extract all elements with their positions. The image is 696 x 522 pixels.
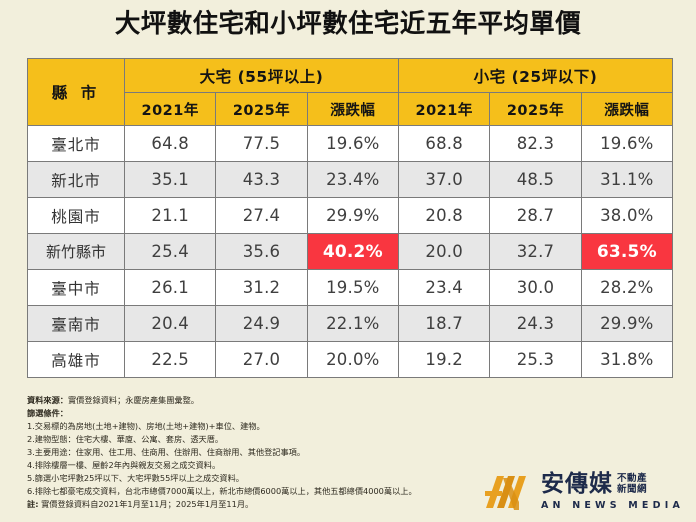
row-county: 新北市: [27, 161, 125, 198]
row-large-2021: 21.1: [123, 197, 217, 234]
row-large-2025: 27.4: [215, 197, 308, 234]
header-small-change: 漲跌幅: [580, 92, 674, 126]
table-body: 臺北市 64.8 77.5 19.6% 68.8 82.3 19.6% 新北市 …: [27, 125, 674, 378]
row-small-2021: 37.0: [397, 161, 491, 198]
footnote-note-text: 實價登錄資料自2021年1月至11月；2025年1月至11月。: [41, 498, 254, 509]
row-county: 高雄市: [27, 341, 125, 378]
row-county: 新竹縣市: [27, 233, 125, 270]
row-small-change: 28.2%: [580, 269, 674, 306]
row-small-2025: 28.7: [489, 197, 582, 234]
logo-text-block: 安傳媒 不動產 新聞網 AN NEWS MEDIA: [541, 473, 684, 511]
row-small-change: 31.1%: [580, 161, 674, 198]
row-small-change: 38.0%: [580, 197, 674, 234]
row-large-change: 29.9%: [306, 197, 400, 234]
page-title-text: 大坪數住宅和小坪數住宅近五年平均單價: [114, 9, 582, 39]
row-small-change: 31.8%: [580, 341, 674, 378]
row-small-2021: 68.8: [397, 125, 491, 162]
row-large-2025: 31.2: [215, 269, 308, 306]
row-large-2021: 35.1: [123, 161, 217, 198]
logo-name-cn: 安傳媒: [541, 471, 613, 498]
table-row: 臺中市 26.1 31.2 19.5% 23.4 30.0 28.2%: [27, 269, 674, 306]
footnote-item: 6.排除七都豪宅成交資料，台北市總價7000萬以上，新北市總價6000萬以上，其…: [27, 485, 417, 496]
header-county: 縣 市: [27, 58, 125, 126]
footnote-item: 2.建物型態：住宅大樓、華廈、公寓、套房、透天厝。: [27, 433, 224, 444]
row-small-change: 19.6%: [580, 125, 674, 162]
row-large-2021: 64.8: [123, 125, 217, 162]
an-monogram-icon: [485, 476, 526, 510]
footnote-source-label: 資料來源：: [27, 395, 68, 405]
row-large-change: 19.6%: [306, 125, 400, 162]
logo-name-row: 安傳媒 不動產 新聞網: [541, 473, 684, 496]
row-large-change: 20.0%: [306, 341, 400, 378]
row-small-2025: 32.7: [489, 233, 582, 270]
header-small-2021: 2021年: [397, 92, 491, 126]
row-small-2021: 20.0: [397, 233, 491, 270]
row-large-change-highlight: 40.2%: [306, 233, 400, 270]
price-table-container: 縣 市 大宅 (55坪以上) 小宅 (25坪以下) 2021年 2025年 漲跌…: [27, 58, 674, 378]
brand-logo: 安傳媒 不動產 新聞網 AN NEWS MEDIA: [472, 472, 684, 512]
footnote-source: 資料來源：實價登錄資料；永慶房產集團彙整。: [27, 394, 627, 407]
row-large-2021: 22.5: [123, 341, 217, 378]
row-small-2021: 19.2: [397, 341, 491, 378]
row-county: 臺北市: [27, 125, 125, 162]
row-large-change: 19.5%: [306, 269, 400, 306]
header-large-2021: 2021年: [123, 92, 217, 126]
table-header-row-subs: 2021年 2025年 漲跌幅 2021年 2025年 漲跌幅: [28, 92, 674, 126]
row-large-change: 22.1%: [306, 305, 400, 342]
table-row: 臺南市 20.4 24.9 22.1% 18.7 24.3 29.9%: [27, 305, 674, 342]
row-large-2025: 77.5: [215, 125, 308, 162]
row-county: 臺南市: [27, 305, 125, 342]
footnote-note: 註: 實價登錄資料自2021年1月至11月；2025年1月至11月。: [27, 498, 627, 511]
header-small-2025: 2025年: [489, 92, 582, 126]
row-large-2025: 27.0: [215, 341, 308, 378]
row-small-2025: 25.3: [489, 341, 582, 378]
row-small-2021: 20.8: [397, 197, 491, 234]
row-small-2025: 82.3: [489, 125, 582, 162]
row-small-2025: 48.5: [489, 161, 582, 198]
row-large-2025: 43.3: [215, 161, 308, 198]
table-row: 新北市 35.1 43.3 23.4% 37.0 48.5 31.1%: [27, 161, 674, 198]
header-large-change: 漲跌幅: [306, 92, 400, 126]
footnote-source-text: 實價登錄資料；永慶房產集團彙整。: [67, 395, 199, 405]
footnotes: 資料來源：實價登錄資料；永慶房產集團彙整。 篩選條件： 1.交易標的為房地(土地…: [27, 394, 627, 511]
header-group-large: 大宅 (55坪以上): [124, 58, 399, 93]
logo-subtitle-line1: 不動產: [617, 473, 648, 485]
footnote-note-label: 註:: [27, 498, 39, 509]
row-small-2025: 30.0: [489, 269, 582, 306]
row-small-2025: 24.3: [489, 305, 582, 342]
row-county: 臺中市: [27, 269, 125, 306]
footnote-item: 5.篩選小宅坪數25坪以下、大宅坪數55坪以上之成交資料。: [27, 472, 244, 483]
price-comparison-table: 縣 市 大宅 (55坪以上) 小宅 (25坪以下) 2021年 2025年 漲跌…: [27, 58, 674, 378]
header-group-small: 小宅 (25坪以下): [398, 58, 673, 93]
header-large-2025: 2025年: [215, 92, 308, 126]
table-row: 高雄市 22.5 27.0 20.0% 19.2 25.3 31.8%: [27, 341, 674, 378]
logo-subtitle: 不動產 新聞網: [617, 473, 647, 496]
table-row: 臺北市 64.8 77.5 19.6% 68.8 82.3 19.6%: [27, 125, 674, 162]
row-large-2021: 26.1: [123, 269, 217, 306]
table-row: 桃園市 21.1 27.4 29.9% 20.8 28.7 38.0%: [27, 197, 674, 234]
logo-subtitle-line2: 新聞網: [617, 484, 648, 496]
table-header-row-groups: 縣 市 大宅 (55坪以上) 小宅 (25坪以下): [27, 58, 673, 126]
row-county: 桃園市: [27, 197, 125, 234]
footnote-item: 1.交易標的為房地(土地+建物)、房地(土地+建物)+車位、建物。: [27, 420, 265, 431]
row-small-2021: 18.7: [397, 305, 491, 342]
logo-name-en: AN NEWS MEDIA: [541, 500, 684, 512]
table-row-highlighted: 新竹縣市 25.4 35.6 40.2% 20.0 32.7 63.5%: [27, 233, 674, 270]
row-small-change: 29.9%: [580, 305, 674, 342]
row-large-2025: 35.6: [215, 233, 308, 270]
footnote-criteria-label: 篩選條件：: [27, 407, 68, 418]
row-small-change-highlight: 63.5%: [580, 233, 674, 270]
row-large-2025: 24.9: [215, 305, 308, 342]
row-large-2021: 20.4: [123, 305, 217, 342]
table-header: 縣 市 大宅 (55坪以上) 小宅 (25坪以下) 2021年 2025年 漲跌…: [27, 58, 674, 126]
row-large-change: 23.4%: [306, 161, 400, 198]
footnote-item: 3.主要用途：住家用、住工用、住商用、住辦用、住商辦用、其他登記事項。: [27, 446, 306, 457]
row-large-2021: 25.4: [123, 233, 217, 270]
row-small-2021: 23.4: [397, 269, 491, 306]
footnote-item: 4.排除樓層一樓、屋齡2年內與親友交易之成交資料。: [27, 459, 221, 470]
page-title: 大坪數住宅和小坪數住宅近五年平均單價: [0, 0, 696, 41]
